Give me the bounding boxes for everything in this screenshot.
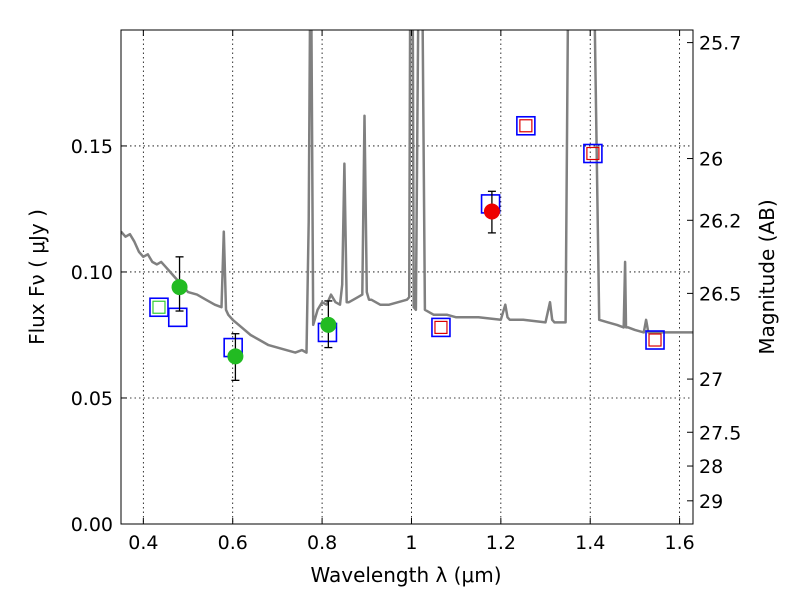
y-tick-label: 0.05 — [71, 388, 113, 410]
y-tick-label: 0.10 — [71, 262, 113, 284]
observation-point — [172, 279, 188, 295]
magnitude-tick-label: 25.7 — [699, 33, 741, 55]
observation-point — [320, 317, 336, 333]
magnitude-tick-label: 28 — [699, 456, 723, 478]
observation-point — [484, 203, 500, 219]
magnitude-tick-label: 26.5 — [699, 283, 741, 305]
magnitude-tick-label: 26.2 — [699, 210, 741, 232]
x-tick-label: 1.6 — [664, 532, 694, 554]
x-tick-label: 1 — [405, 532, 417, 554]
y-tick-label: 0.15 — [71, 136, 113, 158]
x-tick-label: 0.6 — [218, 532, 248, 554]
sed-chart: 0.4 0.6 0.8 1 1.2 1.4 1.6 0.00 0.05 0.10 0.15 25.7 2… — [0, 0, 800, 600]
magnitude-tick-label: 29 — [699, 491, 723, 513]
observation-point — [227, 348, 243, 364]
y-tick-label: 0.00 — [71, 514, 113, 536]
magnitude-tick-label: 26 — [699, 149, 723, 171]
magnitude-axis-title: Magnitude (AB) — [755, 199, 779, 354]
magnitude-tick-label: 27 — [699, 369, 723, 391]
x-axis-title: Wavelength λ (μm) — [310, 563, 501, 587]
x-tick-label: 1.4 — [575, 532, 605, 554]
magnitude-tick-label: 27.5 — [699, 422, 741, 444]
x-tick-label: 0.4 — [128, 532, 158, 554]
x-tick-label: 0.8 — [307, 532, 337, 554]
y-axis-title: Flux Fν ( μJy ) — [25, 209, 49, 345]
x-tick-label: 1.2 — [486, 532, 516, 554]
